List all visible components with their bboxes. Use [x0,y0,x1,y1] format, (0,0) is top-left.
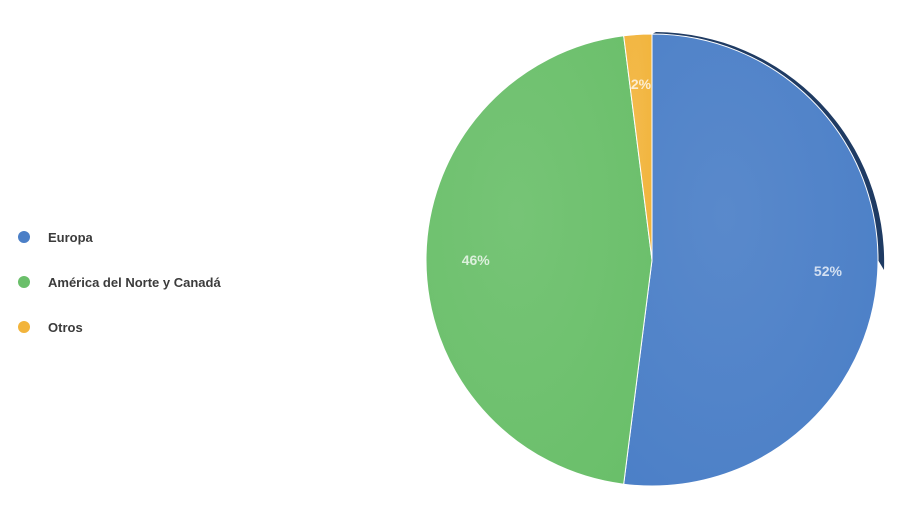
pie-slice-europa [623,33,879,487]
legend-item-otros: Otros [18,316,221,338]
legend-swatch-europa [18,231,30,243]
pie-chart: 52% 46% 2% [425,32,885,487]
data-label-america-del-norte: 46% [462,252,491,268]
legend-label-otros: Otros [48,319,83,335]
legend-item-america-del-norte: América del Norte y Canadá [18,271,221,293]
pie-slice-otros [623,33,653,261]
legend-swatch-america-del-norte [18,276,30,288]
legend-label-america-del-norte: América del Norte y Canadá [48,274,221,290]
data-label-europa: 52% [814,263,843,279]
legend-item-europa: Europa [18,226,221,248]
data-label-otros: 2% [631,76,652,92]
legend-label-europa: Europa [48,229,93,245]
chart-legend: Europa América del Norte y Canadá Otros [18,226,221,361]
legend-swatch-otros [18,321,30,333]
pie-slice-america-del-norte [425,35,653,485]
